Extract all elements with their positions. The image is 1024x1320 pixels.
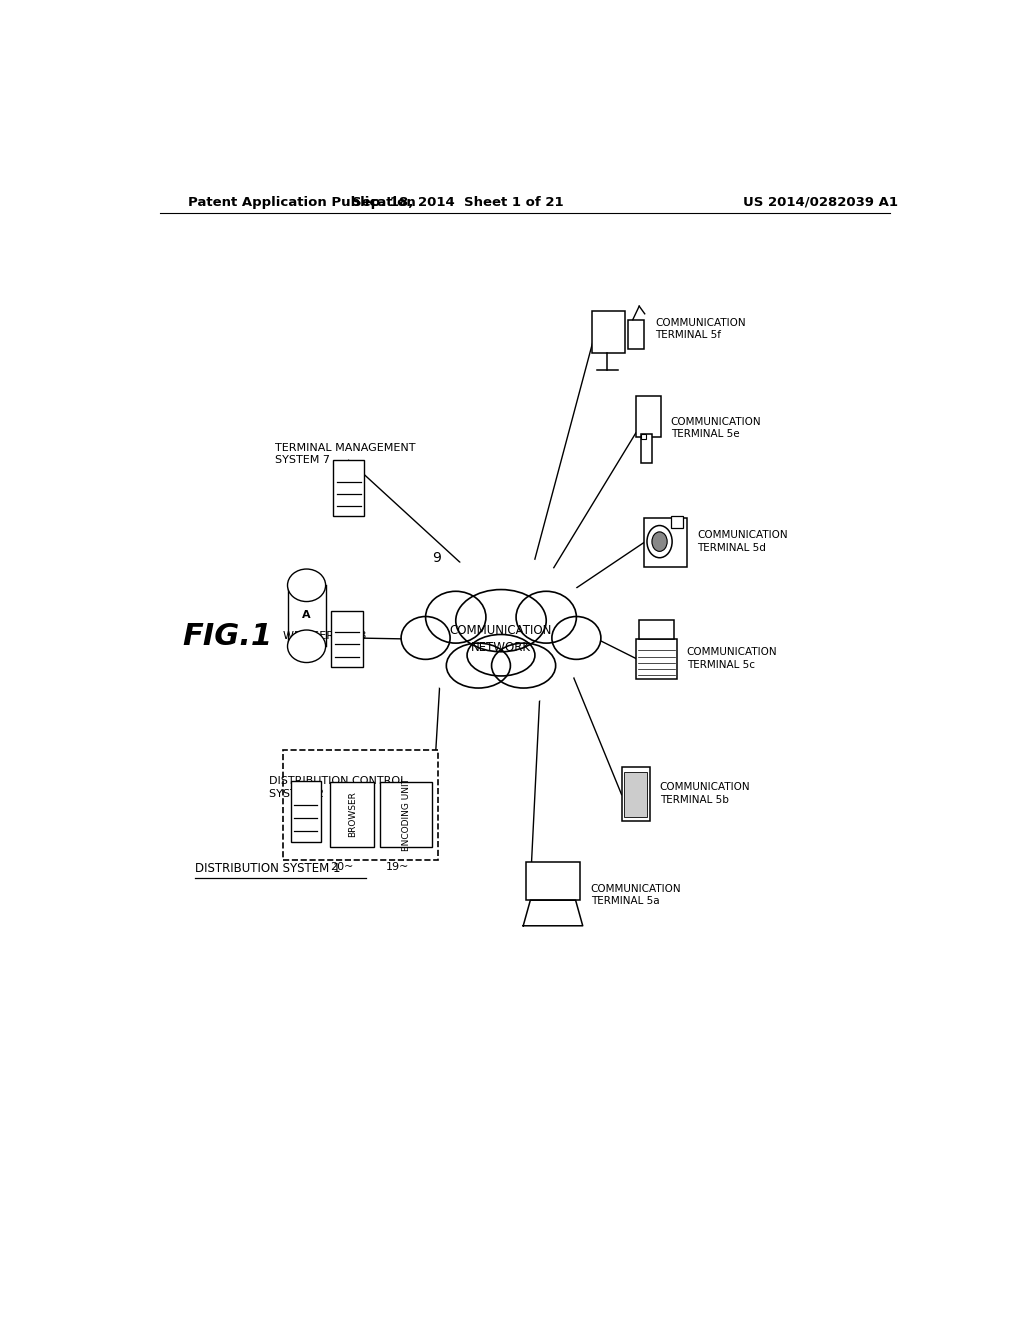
- FancyBboxPatch shape: [592, 312, 626, 354]
- Text: DISTRIBUTION SYSTEM 1: DISTRIBUTION SYSTEM 1: [196, 862, 341, 875]
- FancyBboxPatch shape: [639, 620, 674, 639]
- Text: COMMUNICATION
TERMINAL 5a: COMMUNICATION TERMINAL 5a: [591, 884, 681, 907]
- FancyBboxPatch shape: [380, 783, 432, 846]
- Ellipse shape: [446, 643, 510, 688]
- Text: 19~: 19~: [386, 862, 410, 871]
- Text: COMMUNICATION
TERMINAL 5c: COMMUNICATION TERMINAL 5c: [687, 647, 777, 669]
- FancyBboxPatch shape: [526, 862, 580, 900]
- Ellipse shape: [426, 591, 486, 643]
- Ellipse shape: [492, 643, 556, 688]
- Ellipse shape: [411, 554, 592, 708]
- FancyBboxPatch shape: [641, 433, 646, 440]
- FancyBboxPatch shape: [671, 516, 683, 528]
- Text: BROWSER: BROWSER: [348, 792, 356, 837]
- FancyBboxPatch shape: [331, 783, 374, 846]
- Text: COMMUNICATION
NETWORK: COMMUNICATION NETWORK: [450, 624, 552, 655]
- Text: COMMUNICATION
TERMINAL 5f: COMMUNICATION TERMINAL 5f: [655, 318, 746, 341]
- Circle shape: [652, 532, 668, 552]
- FancyBboxPatch shape: [283, 750, 437, 859]
- FancyBboxPatch shape: [291, 781, 321, 842]
- FancyBboxPatch shape: [622, 767, 650, 821]
- FancyBboxPatch shape: [625, 771, 647, 817]
- Text: WEB SERVER 8: WEB SERVER 8: [283, 631, 367, 642]
- FancyBboxPatch shape: [641, 434, 651, 463]
- Text: TERMINAL MANAGEMENT
SYSTEM 7: TERMINAL MANAGEMENT SYSTEM 7: [274, 444, 416, 466]
- Ellipse shape: [467, 635, 535, 676]
- Ellipse shape: [516, 591, 577, 643]
- Ellipse shape: [401, 616, 451, 660]
- Text: COMMUNICATION
TERMINAL 5e: COMMUNICATION TERMINAL 5e: [671, 417, 762, 440]
- Text: Patent Application Publication: Patent Application Publication: [187, 195, 416, 209]
- Text: Sep. 18, 2014  Sheet 1 of 21: Sep. 18, 2014 Sheet 1 of 21: [351, 195, 563, 209]
- Text: DISTRIBUTION CONTROL
SYSTEM 2: DISTRIBUTION CONTROL SYSTEM 2: [269, 776, 407, 799]
- Text: COMMUNICATION
TERMINAL 5b: COMMUNICATION TERMINAL 5b: [659, 783, 751, 805]
- Text: A: A: [302, 610, 311, 619]
- Text: US 2014/0282039 A1: US 2014/0282039 A1: [743, 195, 898, 209]
- Ellipse shape: [552, 616, 601, 660]
- Circle shape: [647, 525, 672, 558]
- Text: 9: 9: [432, 550, 441, 565]
- FancyBboxPatch shape: [628, 319, 644, 350]
- Bar: [288, 585, 326, 647]
- FancyBboxPatch shape: [636, 639, 677, 678]
- Text: COMMUNICATION
TERMINAL 5d: COMMUNICATION TERMINAL 5d: [697, 531, 787, 553]
- Ellipse shape: [288, 569, 326, 602]
- Text: FIG.1: FIG.1: [182, 622, 272, 651]
- Ellipse shape: [288, 630, 326, 663]
- FancyBboxPatch shape: [333, 461, 365, 516]
- FancyBboxPatch shape: [331, 611, 362, 667]
- Polygon shape: [523, 900, 583, 925]
- Text: 20~: 20~: [331, 862, 354, 871]
- FancyBboxPatch shape: [636, 396, 662, 437]
- Text: ENCODING UNIT: ENCODING UNIT: [401, 777, 411, 851]
- FancyBboxPatch shape: [644, 519, 687, 568]
- Ellipse shape: [456, 590, 546, 652]
